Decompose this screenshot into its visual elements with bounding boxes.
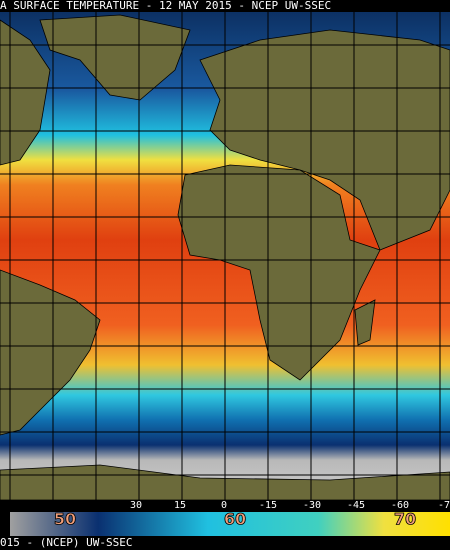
grid — [0, 12, 450, 500]
longitude-label: -30 — [303, 500, 321, 511]
legend-label: 60 — [224, 510, 246, 529]
longitude-label: 15 — [174, 500, 186, 511]
longitude-label: -60 — [391, 500, 409, 511]
longitude-label: -45 — [347, 500, 365, 511]
longitude-label: 0 — [221, 500, 227, 511]
legend-labels: 50 60 70 — [53, 509, 416, 529]
title: A SURFACE TEMPERATURE - 12 MAY 2015 - NC… — [0, 0, 331, 12]
color-bar — [10, 512, 450, 536]
longitude-label: 30 — [130, 500, 142, 511]
longitude-label: -7 — [438, 500, 450, 511]
legend-label: 50 — [54, 510, 76, 529]
longitude-labels: 30 15 0 -15 -30 -45 -60 -7 — [130, 500, 450, 511]
longitude-label: -15 — [259, 500, 277, 511]
legend-label: 70 — [394, 510, 416, 529]
title-band — [0, 0, 450, 12]
credit: 015 - (NCEP) UW-SSEC — [0, 536, 132, 549]
